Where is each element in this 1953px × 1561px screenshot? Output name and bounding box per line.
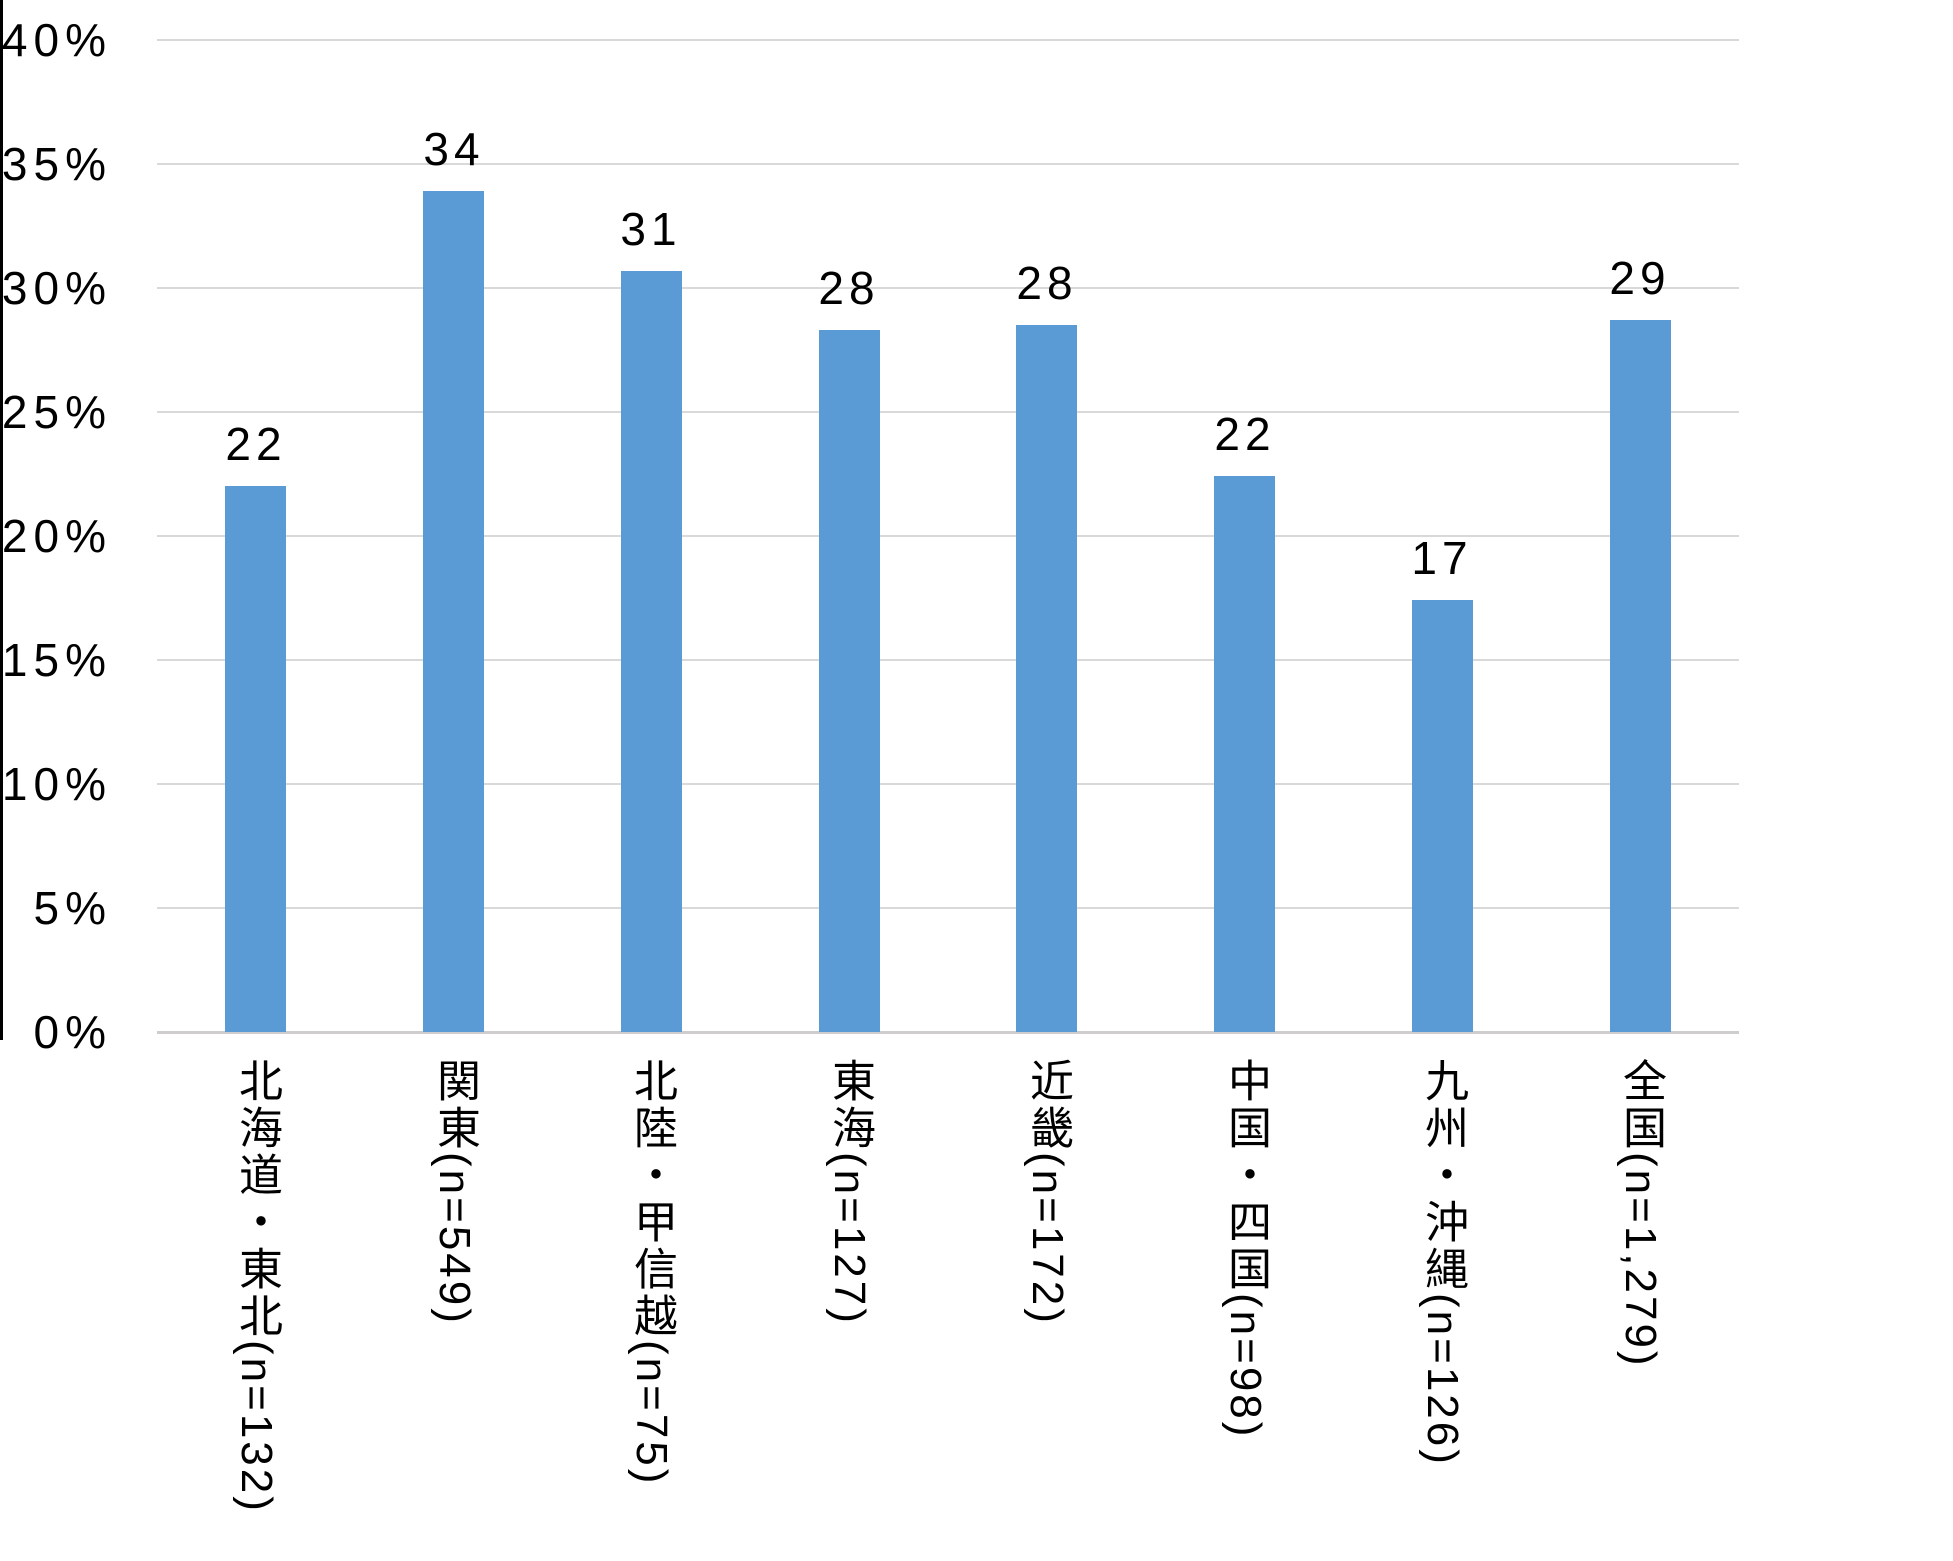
gridline — [157, 659, 1739, 661]
gridline — [157, 783, 1739, 785]
y-tick-label: 5% — [33, 882, 112, 934]
y-tick-label: 30% — [1, 262, 112, 314]
x-category-label: 近畿(n=172) — [1023, 1058, 1072, 1326]
bar — [1214, 476, 1275, 1032]
bar-value-label: 17 — [1411, 532, 1473, 584]
y-tick-label: 15% — [1, 634, 112, 686]
bar-value-label: 22 — [1214, 408, 1276, 460]
bar — [1016, 325, 1077, 1032]
y-tick-label: 40% — [1, 14, 112, 66]
y-tick-label: 35% — [1, 138, 112, 190]
y-tick-label: 0% — [33, 1006, 112, 1058]
bar-value-label: 22 — [225, 418, 287, 470]
gridline — [157, 163, 1739, 165]
bar — [1610, 320, 1671, 1032]
y-tick-label: 20% — [1, 510, 112, 562]
x-category-label: 全国(n=1,279) — [1616, 1058, 1665, 1369]
x-category-label: 関東(n=549) — [430, 1058, 479, 1326]
bar — [819, 330, 880, 1032]
bar-value-label: 28 — [818, 262, 880, 314]
gridline — [157, 907, 1739, 909]
y-tick-label: 10% — [1, 758, 112, 810]
gridline — [157, 411, 1739, 413]
bar-value-label: 31 — [620, 203, 682, 255]
gridline — [157, 535, 1739, 537]
x-category-label: 北海道・東北(n=132) — [232, 1058, 281, 1514]
gridline — [157, 287, 1739, 289]
bar — [621, 271, 682, 1032]
gridline — [157, 39, 1739, 41]
bar — [225, 486, 286, 1032]
x-axis-baseline — [157, 1031, 1739, 1034]
bar-value-label: 28 — [1016, 257, 1078, 309]
x-category-label: 東海(n=127) — [825, 1058, 874, 1326]
x-category-label: 北陸・甲信越(n=75) — [627, 1058, 676, 1487]
y-axis-line — [0, 0, 3, 1040]
bar-value-label: 34 — [423, 123, 485, 175]
x-category-label: 中国・四国(n=98) — [1221, 1058, 1270, 1440]
bar — [1412, 600, 1473, 1032]
bar — [423, 191, 484, 1032]
x-category-label: 九州・沖縄(n=126) — [1418, 1058, 1467, 1467]
bar-value-label: 29 — [1609, 252, 1671, 304]
y-tick-label: 25% — [1, 386, 112, 438]
